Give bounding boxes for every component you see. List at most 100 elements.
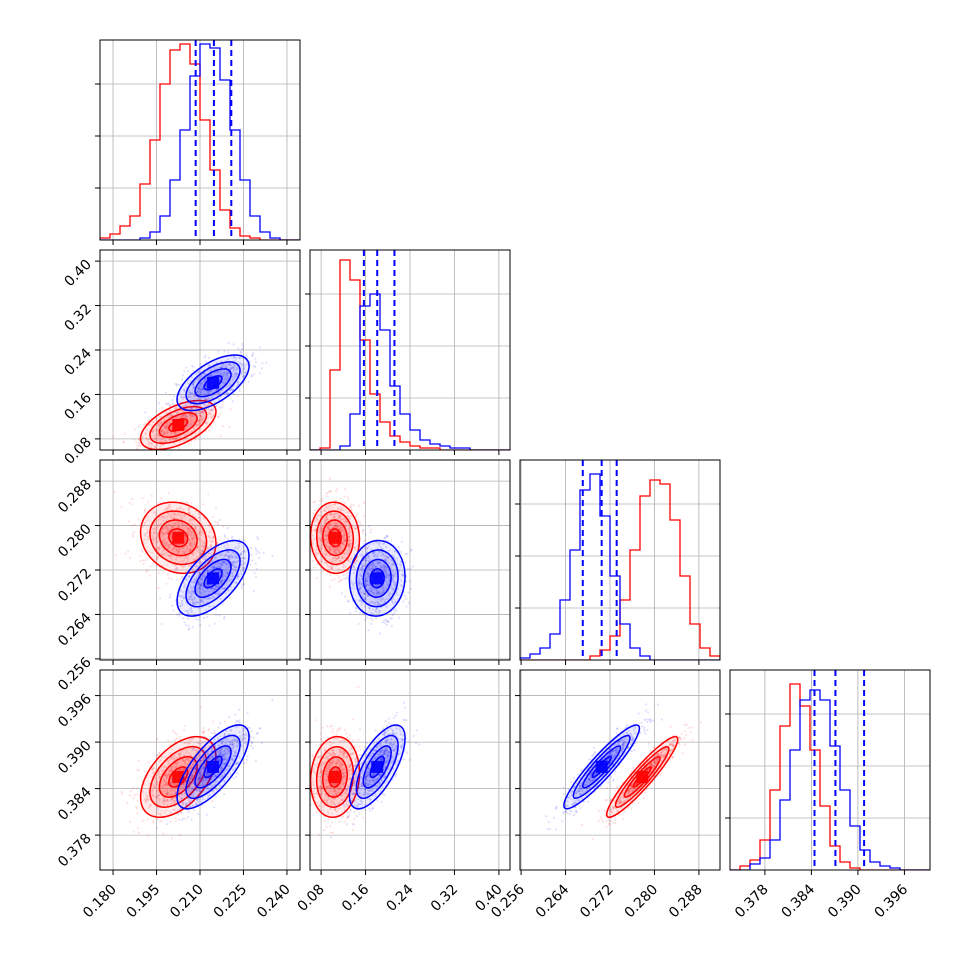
sample-point bbox=[204, 597, 207, 600]
sample-point bbox=[198, 754, 201, 757]
sample-point bbox=[378, 562, 381, 565]
sample-point bbox=[158, 465, 160, 467]
sample-point bbox=[177, 525, 180, 528]
sample-point bbox=[218, 592, 221, 596]
sample-point bbox=[338, 545, 341, 548]
sample-point bbox=[151, 537, 154, 540]
sample-point bbox=[359, 523, 362, 526]
sample-point bbox=[337, 580, 340, 583]
sample-point bbox=[229, 585, 233, 589]
sample-point bbox=[392, 580, 395, 583]
sample-point bbox=[197, 377, 201, 380]
sample-point bbox=[206, 548, 209, 551]
sample-point bbox=[231, 535, 234, 538]
sample-point bbox=[184, 402, 188, 405]
sample-point bbox=[191, 580, 194, 583]
sample-point bbox=[209, 536, 212, 540]
sample-point bbox=[170, 418, 173, 421]
sample-point bbox=[231, 555, 235, 558]
sample-point bbox=[392, 562, 395, 565]
sample-point bbox=[179, 577, 182, 581]
sample-point bbox=[384, 558, 387, 561]
sample-point bbox=[175, 416, 178, 419]
sample-point bbox=[212, 535, 215, 538]
sample-point bbox=[159, 422, 162, 425]
sample-point bbox=[406, 552, 409, 555]
sample-point bbox=[344, 538, 347, 542]
sample-point bbox=[224, 575, 227, 578]
sample-point bbox=[209, 544, 213, 547]
sample-point bbox=[215, 563, 218, 566]
sample-point bbox=[171, 438, 175, 441]
sample-point bbox=[169, 593, 172, 596]
sample-point bbox=[241, 562, 244, 565]
sample-point bbox=[146, 569, 149, 572]
sample-point bbox=[239, 350, 242, 353]
sample-point bbox=[122, 441, 125, 444]
sample-point bbox=[357, 545, 360, 548]
sample-point bbox=[364, 614, 367, 617]
sample-point bbox=[177, 522, 180, 526]
sample-point bbox=[200, 582, 204, 585]
sample-point bbox=[234, 565, 237, 568]
sample-point bbox=[191, 552, 195, 555]
sample-point bbox=[200, 382, 203, 385]
sample-point bbox=[131, 786, 135, 789]
sample-point bbox=[196, 391, 199, 394]
sample-point bbox=[170, 548, 173, 551]
sample-point bbox=[376, 563, 380, 566]
sample-point bbox=[364, 578, 367, 581]
sample-point bbox=[393, 583, 397, 586]
sample-point bbox=[162, 433, 165, 436]
sample-point bbox=[383, 536, 386, 540]
sample-point bbox=[194, 595, 197, 599]
sample-point bbox=[136, 444, 139, 447]
sample-point bbox=[382, 552, 385, 555]
sample-point bbox=[161, 564, 164, 567]
sample-point bbox=[168, 543, 171, 547]
sample-point bbox=[151, 430, 154, 433]
sample-point bbox=[339, 579, 342, 582]
sample-point bbox=[317, 531, 320, 534]
sample-point bbox=[385, 565, 389, 569]
y-tick-label: 0.08 bbox=[61, 434, 94, 467]
sample-point bbox=[192, 602, 195, 605]
sample-point bbox=[219, 385, 222, 388]
sample-point bbox=[163, 811, 167, 814]
sample-point bbox=[220, 565, 223, 569]
sample-point bbox=[174, 438, 177, 441]
sample-point bbox=[390, 625, 393, 628]
sample-point bbox=[357, 582, 361, 585]
sample-point bbox=[383, 588, 386, 591]
sample-point bbox=[187, 533, 190, 537]
sample-point bbox=[203, 378, 207, 381]
sample-point bbox=[189, 391, 193, 395]
sample-point bbox=[190, 611, 193, 614]
sample-point bbox=[179, 752, 182, 755]
sample-point bbox=[225, 365, 228, 369]
sample-point bbox=[178, 604, 182, 608]
sample-point bbox=[402, 570, 405, 573]
sample-point bbox=[360, 603, 363, 606]
sample-point bbox=[170, 515, 173, 518]
sample-point bbox=[391, 560, 394, 563]
sample-point bbox=[220, 580, 223, 583]
sample-point bbox=[338, 547, 341, 550]
sample-point bbox=[338, 527, 341, 530]
sample-point bbox=[319, 539, 322, 542]
sample-point bbox=[210, 565, 213, 568]
sample-point bbox=[200, 381, 204, 385]
sample-point bbox=[165, 787, 169, 790]
sample-point bbox=[201, 386, 204, 389]
sample-point bbox=[370, 564, 373, 567]
sample-point bbox=[342, 509, 345, 512]
sample-point bbox=[347, 539, 351, 542]
sample-point bbox=[160, 429, 163, 433]
sample-point bbox=[190, 397, 193, 400]
sample-point bbox=[221, 564, 224, 567]
sample-point bbox=[314, 527, 317, 531]
sample-point bbox=[187, 527, 190, 531]
sample-point bbox=[177, 411, 180, 414]
sample-point bbox=[196, 546, 199, 549]
sample-point bbox=[190, 502, 193, 505]
